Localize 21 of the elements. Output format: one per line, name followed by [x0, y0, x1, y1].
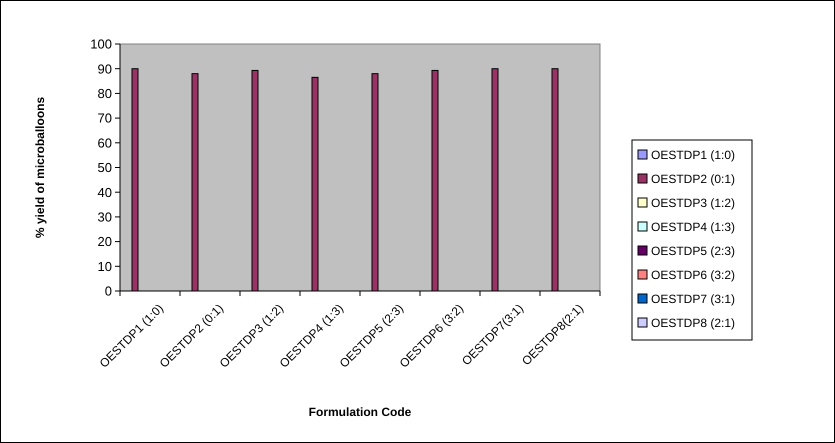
y-tick-label: 40	[98, 184, 112, 200]
y-tick-label: 60	[98, 135, 112, 150]
y-tick-label: 0	[104, 284, 112, 299]
y-tick-label: 20	[98, 234, 112, 250]
legend-label: OESTDP7 (3:1)	[651, 292, 736, 306]
y-tick-label: 70	[98, 110, 112, 126]
legend-label: OESTDP5 (2:3)	[651, 244, 736, 258]
y-tick-label: 100	[90, 36, 112, 52]
legend-label: OESTDP8 (2:1)	[651, 316, 736, 330]
y-tick-label: 80	[98, 86, 112, 101]
y-tick-label: 30	[98, 209, 112, 224]
legend-label: OESTDP4 (1:3)	[651, 220, 736, 234]
legend-label: OESTDP1 (1:0)	[651, 148, 736, 162]
y-tick-label: 90	[98, 61, 112, 76]
y-axis-title: % yield of microballoons	[33, 96, 47, 238]
legend-label: OESTDP3 (1:2)	[651, 196, 736, 210]
legend-label: OESTDP6 (3:2)	[651, 268, 736, 282]
y-tick-label: 10	[98, 258, 112, 274]
legend-label: OESTDP2 (0:1)	[651, 172, 736, 186]
x-axis-title: Formulation Code	[308, 405, 412, 419]
y-tick-label: 50	[98, 160, 112, 176]
